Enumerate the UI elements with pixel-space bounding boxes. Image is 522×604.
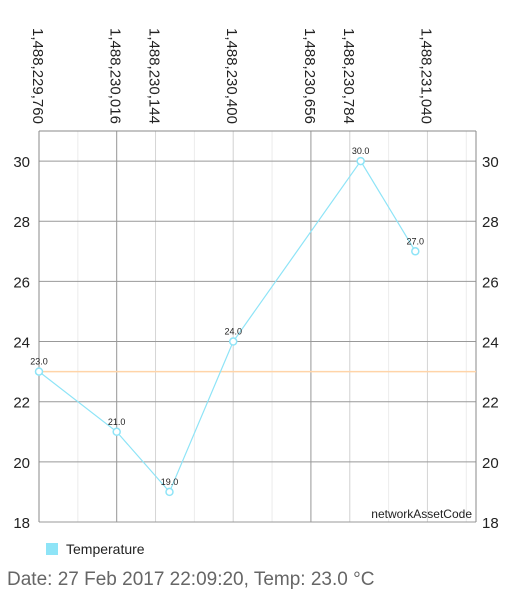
data-value-label: 21.0 [108, 417, 126, 427]
chart-description-label: networkAssetCode [371, 507, 472, 521]
data-value-label: 24.0 [224, 327, 242, 337]
y-tick-label-right: 28 [482, 214, 499, 231]
data-point[interactable] [34, 367, 44, 376]
data-value-label: 19.0 [161, 477, 179, 487]
y-tick-label-left: 28 [13, 214, 30, 231]
y-tick-label-left: 22 [13, 395, 30, 412]
data-value-label: 27.0 [407, 236, 425, 246]
selection-status-text: Date: 27 Feb 2017 22:09:20, Temp: 23.0 °… [7, 569, 375, 590]
legend-swatch-temperature [46, 543, 58, 555]
x-tick-label: 1,488,231,040 [417, 28, 434, 124]
legend: Temperature [46, 541, 145, 557]
y-tick-label-right: 26 [482, 274, 499, 291]
data-point[interactable] [165, 487, 174, 497]
y-tick-label-right: 22 [482, 395, 499, 412]
y-tick-label-left: 18 [13, 515, 30, 532]
data-value-label: 30.0 [352, 146, 370, 156]
series-line-temperature [38, 159, 416, 494]
y-tick-label-left: 24 [13, 335, 30, 352]
data-point[interactable] [228, 337, 238, 346]
data-point[interactable] [112, 427, 121, 437]
data-point[interactable] [356, 156, 365, 166]
data-point[interactable] [411, 247, 420, 256]
y-tick-label-right: 24 [482, 335, 499, 352]
x-tick-label: 1,488,230,016 [107, 28, 124, 124]
y-tick-label-left: 20 [13, 455, 30, 472]
data-value-label: 23.0 [30, 357, 48, 367]
x-tick-label: 1,488,230,144 [146, 28, 163, 124]
x-tick-label: 1,488,230,784 [340, 28, 357, 124]
y-tick-label-left: 26 [13, 274, 30, 291]
x-tick-label: 1,488,230,656 [301, 28, 318, 124]
x-tick-label: 1,488,230,400 [223, 28, 240, 124]
y-tick-label-left: 30 [13, 154, 30, 171]
y-tick-label-right: 20 [482, 455, 499, 472]
y-tick-label-right: 30 [482, 154, 499, 171]
legend-label-temperature: Temperature [66, 541, 145, 557]
y-tick-label-right: 18 [482, 515, 499, 532]
x-tick-label: 1,488,229,760 [29, 28, 46, 124]
